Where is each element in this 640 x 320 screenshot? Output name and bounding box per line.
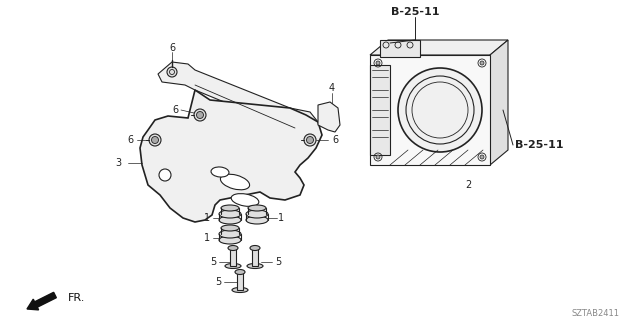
Text: 1: 1 [278,213,284,223]
Circle shape [480,61,484,65]
Circle shape [307,137,314,143]
Bar [370,55,490,165]
Text: 2: 2 [465,180,471,190]
Ellipse shape [232,287,248,292]
Circle shape [398,68,482,152]
Polygon shape [140,90,322,222]
Text: FR.: FR. [68,293,85,303]
Text: B-25-11: B-25-11 [515,140,563,150]
Polygon shape [158,62,318,134]
Text: 4: 4 [329,83,335,93]
Text: 6: 6 [169,43,175,53]
Ellipse shape [219,216,241,224]
Circle shape [194,109,206,121]
Circle shape [159,169,171,181]
Ellipse shape [211,167,229,177]
Ellipse shape [246,216,268,224]
Text: B-25-11: B-25-11 [391,7,439,17]
Bar [230,248,236,266]
Ellipse shape [235,269,245,275]
Circle shape [149,134,161,146]
Text: 1: 1 [204,233,210,243]
FancyArrow shape [27,292,56,310]
Polygon shape [370,40,508,55]
Circle shape [304,134,316,146]
Text: 1: 1 [204,213,210,223]
Bar [237,272,243,290]
Text: 5: 5 [215,277,221,287]
Circle shape [480,155,484,159]
Ellipse shape [221,205,239,211]
Text: 6: 6 [332,135,338,145]
Polygon shape [490,40,508,165]
Bar [252,248,258,266]
Ellipse shape [219,210,241,218]
Ellipse shape [219,230,241,238]
Polygon shape [318,102,340,132]
Text: 6: 6 [127,135,133,145]
Ellipse shape [228,245,238,251]
Text: 3: 3 [115,158,121,168]
Circle shape [196,111,204,118]
Ellipse shape [246,210,268,218]
Ellipse shape [250,245,260,251]
Ellipse shape [231,194,259,206]
Text: 5: 5 [275,257,281,267]
Circle shape [376,61,380,65]
Ellipse shape [221,225,239,231]
Ellipse shape [248,205,266,211]
Ellipse shape [225,263,241,268]
Circle shape [152,137,159,143]
Bar [380,40,420,57]
Text: 6: 6 [172,105,178,115]
Text: 5: 5 [210,257,216,267]
Circle shape [376,155,380,159]
Circle shape [167,67,177,77]
Bar [370,65,390,155]
Text: SZTAB2411: SZTAB2411 [572,308,620,317]
Ellipse shape [247,263,263,268]
Ellipse shape [219,236,241,244]
Ellipse shape [220,174,250,190]
